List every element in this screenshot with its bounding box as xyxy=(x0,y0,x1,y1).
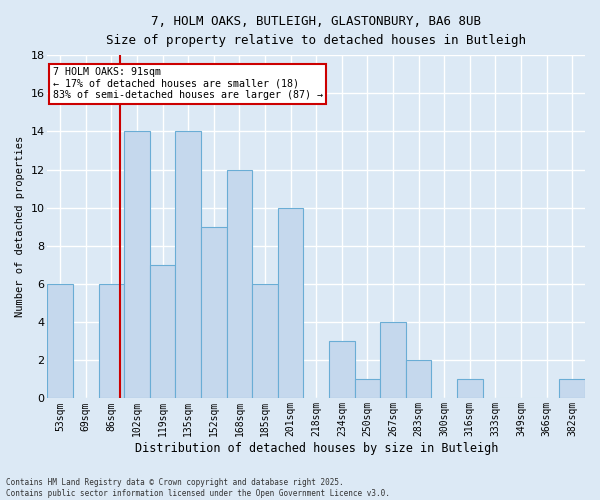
Bar xyxy=(252,284,278,399)
Title: 7, HOLM OAKS, BUTLEIGH, GLASTONBURY, BA6 8UB
Size of property relative to detach: 7, HOLM OAKS, BUTLEIGH, GLASTONBURY, BA6… xyxy=(106,15,526,47)
Bar xyxy=(329,341,355,398)
Bar xyxy=(175,132,201,398)
Text: 7 HOLM OAKS: 91sqm
← 17% of detached houses are smaller (18)
83% of semi-detache: 7 HOLM OAKS: 91sqm ← 17% of detached hou… xyxy=(53,67,323,100)
Bar xyxy=(278,208,304,398)
Bar xyxy=(406,360,431,399)
Bar xyxy=(355,380,380,398)
X-axis label: Distribution of detached houses by size in Butleigh: Distribution of detached houses by size … xyxy=(134,442,498,455)
Bar xyxy=(559,380,585,398)
Bar xyxy=(457,380,482,398)
Bar xyxy=(124,132,150,398)
Bar xyxy=(98,284,124,399)
Bar xyxy=(201,227,227,398)
Text: Contains HM Land Registry data © Crown copyright and database right 2025.
Contai: Contains HM Land Registry data © Crown c… xyxy=(6,478,390,498)
Bar xyxy=(150,265,175,398)
Bar xyxy=(380,322,406,398)
Y-axis label: Number of detached properties: Number of detached properties xyxy=(15,136,25,318)
Bar xyxy=(47,284,73,399)
Bar xyxy=(227,170,252,398)
